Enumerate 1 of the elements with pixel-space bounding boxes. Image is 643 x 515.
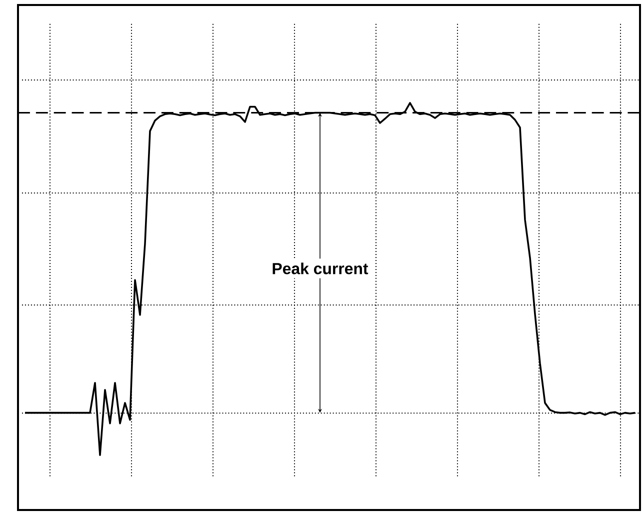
annotation: Peak current [272, 262, 368, 274]
